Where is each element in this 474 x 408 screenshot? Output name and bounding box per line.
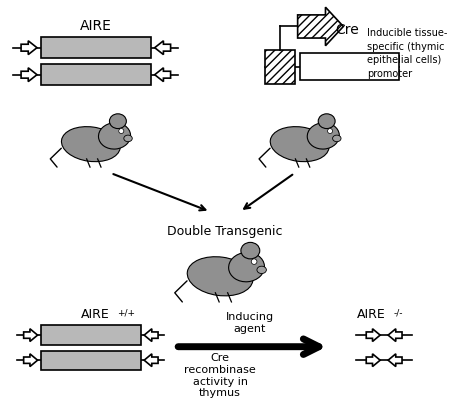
Text: Cre: Cre — [336, 22, 359, 37]
Bar — [41, 350, 141, 370]
Bar — [41, 64, 151, 85]
Ellipse shape — [318, 114, 335, 129]
Text: AIRE: AIRE — [357, 308, 386, 321]
Bar — [41, 37, 151, 58]
Circle shape — [328, 129, 333, 133]
Bar — [300, 53, 399, 80]
Ellipse shape — [124, 135, 132, 142]
Text: -/-: -/- — [393, 308, 402, 317]
PathPatch shape — [24, 329, 37, 341]
Ellipse shape — [99, 123, 130, 149]
PathPatch shape — [155, 68, 171, 82]
PathPatch shape — [388, 329, 402, 341]
PathPatch shape — [21, 41, 37, 55]
Ellipse shape — [257, 266, 266, 273]
Text: promoter: promoter — [367, 69, 412, 79]
Circle shape — [119, 129, 124, 133]
Text: AIRE: AIRE — [81, 308, 109, 321]
PathPatch shape — [388, 354, 402, 366]
Text: epithelial cells): epithelial cells) — [367, 55, 441, 65]
Ellipse shape — [270, 126, 329, 162]
Ellipse shape — [62, 126, 120, 162]
Circle shape — [251, 259, 257, 264]
PathPatch shape — [155, 41, 171, 55]
Ellipse shape — [109, 114, 127, 129]
PathPatch shape — [24, 354, 37, 366]
Text: Inducing
agent: Inducing agent — [226, 312, 274, 334]
Ellipse shape — [307, 123, 339, 149]
Text: Double Transgenic: Double Transgenic — [167, 225, 283, 238]
Bar — [265, 50, 295, 84]
PathPatch shape — [366, 329, 380, 341]
PathPatch shape — [144, 354, 158, 366]
PathPatch shape — [21, 68, 37, 82]
Text: Inducible tissue-: Inducible tissue- — [367, 29, 447, 38]
Ellipse shape — [333, 135, 341, 142]
Text: specific (thymic: specific (thymic — [367, 42, 445, 52]
Text: AIRE: AIRE — [80, 19, 112, 33]
Ellipse shape — [187, 257, 253, 296]
Ellipse shape — [228, 253, 264, 282]
PathPatch shape — [144, 329, 158, 341]
Bar — [41, 326, 141, 345]
Text: Cre
recombinase
activity in
thymus: Cre recombinase activity in thymus — [184, 353, 256, 398]
Ellipse shape — [241, 242, 260, 259]
Text: +/+: +/+ — [117, 308, 135, 317]
PathPatch shape — [298, 7, 343, 46]
PathPatch shape — [366, 354, 380, 366]
